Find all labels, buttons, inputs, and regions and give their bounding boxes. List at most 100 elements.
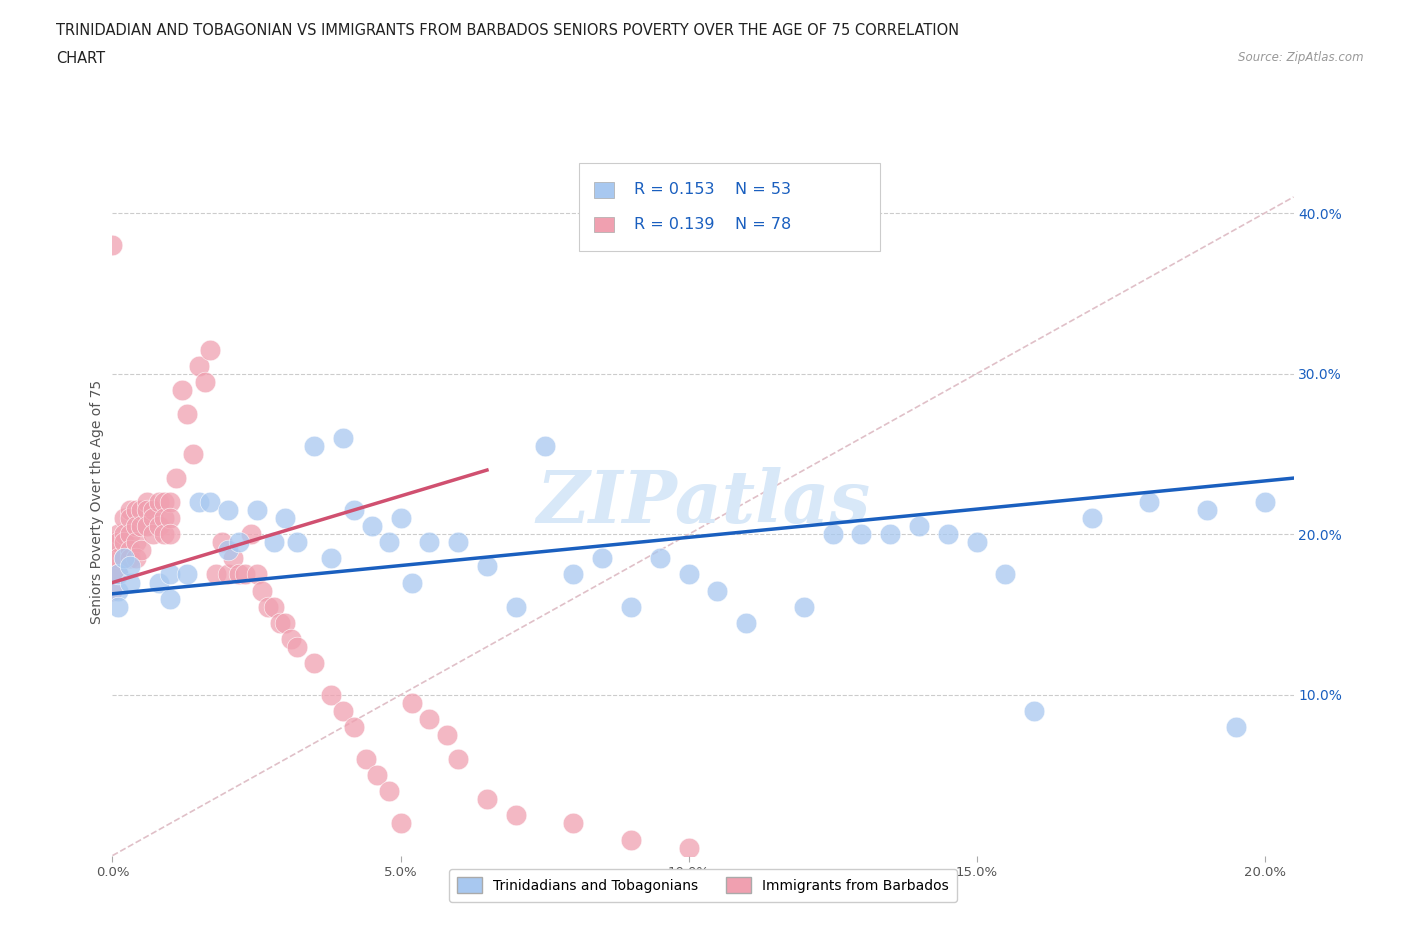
Point <box>994 567 1017 582</box>
Point <box>142 527 165 542</box>
Text: TRINIDADIAN AND TOBAGONIAN VS IMMIGRANTS FROM BARBADOS SENIORS POVERTY OVER THE : TRINIDADIAN AND TOBAGONIAN VS IMMIGRANTS… <box>56 23 959 38</box>
Point <box>936 527 959 542</box>
Point <box>851 527 873 542</box>
Point <box>505 808 527 823</box>
Point <box>142 511 165 525</box>
Point <box>101 567 124 582</box>
Point <box>159 567 181 582</box>
Point <box>401 696 423 711</box>
Point <box>706 583 728 598</box>
Point <box>153 495 176 510</box>
Point <box>418 535 440 550</box>
Point <box>354 751 377 766</box>
Point <box>107 583 129 598</box>
Point <box>302 656 325 671</box>
Text: R = 0.139    N = 78: R = 0.139 N = 78 <box>634 217 792 232</box>
Point <box>159 527 181 542</box>
Point <box>436 727 458 742</box>
Point <box>274 616 297 631</box>
Point <box>101 583 124 598</box>
Point <box>217 503 239 518</box>
Point <box>1024 704 1046 719</box>
Point <box>129 503 152 518</box>
Point <box>136 519 159 534</box>
Point <box>159 495 181 510</box>
Y-axis label: Seniors Poverty Over the Age of 75: Seniors Poverty Over the Age of 75 <box>90 380 104 624</box>
Point <box>159 591 181 606</box>
Point <box>136 503 159 518</box>
Point <box>678 840 700 855</box>
Point <box>239 527 262 542</box>
Text: R = 0.153    N = 53: R = 0.153 N = 53 <box>634 182 792 197</box>
Point <box>447 751 470 766</box>
Point <box>475 559 498 574</box>
Point <box>1225 720 1247 735</box>
Point <box>252 583 274 598</box>
Point <box>648 551 671 565</box>
Point <box>1197 503 1219 518</box>
Point <box>821 527 844 542</box>
Point <box>129 519 152 534</box>
Point <box>118 559 141 574</box>
Point <box>966 535 988 550</box>
Point <box>124 535 146 550</box>
Point <box>332 704 354 719</box>
Point <box>1254 495 1277 510</box>
Point <box>401 575 423 590</box>
Point <box>735 616 758 631</box>
FancyBboxPatch shape <box>595 217 614 232</box>
Point <box>211 535 233 550</box>
Point <box>1139 495 1161 510</box>
Point <box>269 616 291 631</box>
Point <box>107 551 129 565</box>
Point <box>101 238 124 253</box>
Point <box>194 374 217 389</box>
Point <box>263 535 285 550</box>
Point <box>447 535 470 550</box>
Point <box>302 439 325 454</box>
Point <box>591 551 613 565</box>
Point <box>124 519 146 534</box>
Point <box>148 575 170 590</box>
Point <box>176 406 198 421</box>
Point <box>562 816 585 830</box>
Point <box>389 816 412 830</box>
Point <box>118 543 141 558</box>
Point <box>360 519 382 534</box>
Point <box>112 535 135 550</box>
Point <box>129 543 152 558</box>
Point <box>217 567 239 582</box>
Point <box>418 711 440 726</box>
Point <box>908 519 931 534</box>
Point <box>153 511 176 525</box>
Point <box>378 535 401 550</box>
Point <box>170 382 193 397</box>
Point <box>245 503 267 518</box>
Point <box>118 503 141 518</box>
Text: ZIPatlas: ZIPatlas <box>536 467 870 538</box>
Point <box>217 543 239 558</box>
FancyBboxPatch shape <box>579 163 880 251</box>
Point <box>165 471 187 485</box>
Point <box>107 527 129 542</box>
Point <box>200 342 222 357</box>
Point <box>274 511 297 525</box>
Point <box>620 599 643 614</box>
Point <box>159 511 181 525</box>
Point <box>118 551 141 565</box>
Point <box>678 567 700 582</box>
Point <box>1081 511 1104 525</box>
Legend: Trinidadians and Tobagonians, Immigrants from Barbados: Trinidadians and Tobagonians, Immigrants… <box>449 869 957 902</box>
Point <box>321 551 343 565</box>
Point <box>148 495 170 510</box>
Point <box>475 792 498 807</box>
Point <box>101 535 124 550</box>
Point <box>136 495 159 510</box>
Point <box>124 503 146 518</box>
Point <box>280 631 302 646</box>
Point <box>107 567 129 582</box>
Point <box>107 567 129 582</box>
Point <box>228 535 250 550</box>
Point <box>187 358 209 373</box>
Point <box>343 720 366 735</box>
